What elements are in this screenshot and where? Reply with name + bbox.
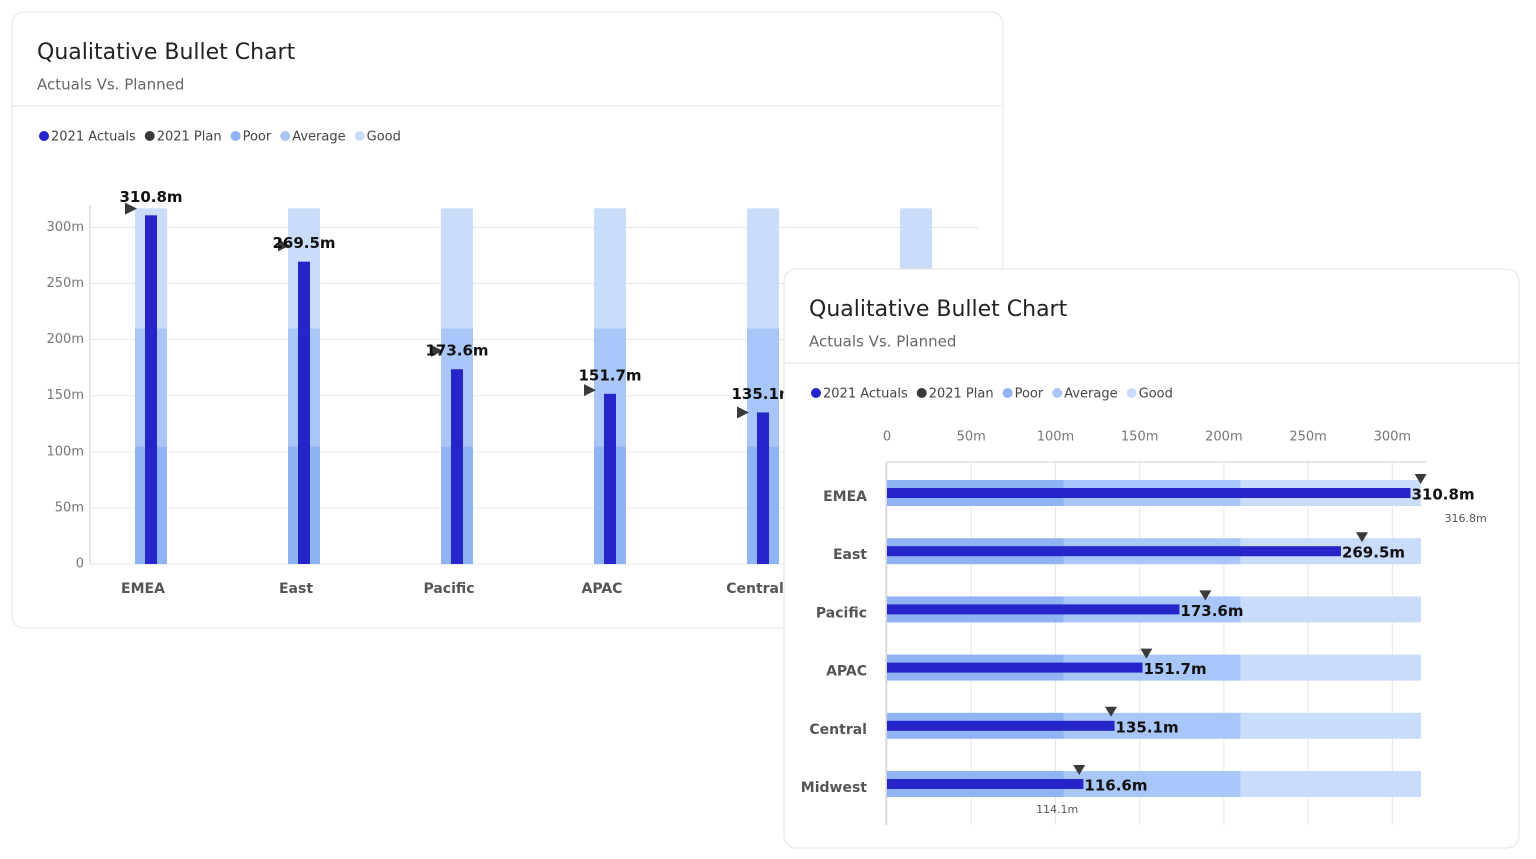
y-tick-label: Midwest (801, 780, 868, 796)
plan-marker (125, 202, 137, 215)
value-label: 151.7m (1144, 660, 1207, 678)
range-band (1063, 771, 1241, 797)
actual-bar (887, 720, 1115, 731)
value-label: 135.1m (731, 385, 794, 403)
x-tick-label: East (279, 581, 313, 597)
y-tick-label: EMEA (823, 489, 867, 505)
y-tick-label: 250m (47, 276, 84, 291)
legend-marker (230, 131, 241, 141)
legend-marker (354, 131, 365, 141)
legend-marker (39, 131, 49, 141)
legend-label: Average (1064, 387, 1117, 402)
value-label: 135.1m (1116, 718, 1179, 736)
actual-bar (298, 261, 310, 564)
plan-marker (1105, 706, 1118, 717)
x-tick-label: 250m (1289, 430, 1326, 445)
actual-bar (887, 488, 1411, 498)
x-tick-label: 200m (1205, 430, 1242, 445)
y-tick-label: 50m (55, 500, 84, 515)
x-tick-label: 0 (883, 430, 891, 445)
range-band (1240, 654, 1421, 681)
x-tick-label: EMEA (121, 581, 165, 597)
y-tick-label: APAC (826, 664, 867, 680)
value-label: 116.6m (1084, 777, 1147, 795)
y-tick-label: 150m (47, 388, 84, 403)
legend-label: Average (292, 130, 345, 145)
legend-label: Poor (1015, 387, 1044, 402)
actual-bar (451, 369, 463, 564)
value-label: 310.8m (119, 188, 182, 206)
y-tick-label: 100m (47, 444, 84, 459)
value-label: 173.6m (1180, 602, 1243, 620)
legend-label: 2021 Plan (929, 387, 994, 402)
plan-marker (584, 384, 596, 397)
range-band (1240, 712, 1421, 739)
actual-bar (887, 662, 1143, 673)
x-tick-label: Central (726, 581, 784, 597)
legend-marker (280, 131, 291, 141)
actual-bar (887, 546, 1341, 557)
plan-marker (431, 344, 443, 357)
plan-marker (737, 406, 749, 419)
y-tick-label: 300m (47, 220, 84, 235)
actual-bar (145, 215, 157, 565)
legend-label: 2021 Actuals (823, 387, 908, 402)
chart-subtitle: Actuals Vs. Planned (37, 76, 184, 94)
x-tick-label: APAC (582, 581, 623, 597)
actual-bar (757, 412, 769, 564)
legend-marker (1126, 388, 1137, 398)
actual-bar (887, 779, 1084, 789)
legend-marker (144, 131, 155, 141)
legend-marker (811, 388, 821, 398)
plan-marker (1073, 765, 1086, 775)
legend-label: Good (367, 130, 401, 145)
value-label: 310.8m (1412, 486, 1475, 504)
y-tick-label: 200m (47, 332, 84, 347)
legend-marker (1002, 388, 1013, 398)
plan-marker (1199, 590, 1212, 601)
plan-marker (278, 239, 290, 252)
value-label: 269.5m (272, 234, 335, 252)
plan-marker (1414, 474, 1427, 484)
legend-label: 2021 Plan (157, 130, 222, 145)
value-label: 151.7m (578, 366, 641, 384)
range-band (1240, 596, 1421, 623)
plan-marker (1355, 532, 1368, 543)
y-tick-label: Pacific (816, 605, 867, 621)
legend-label: Poor (243, 130, 272, 145)
actual-bar (887, 604, 1180, 615)
x-tick-label: 300m (1374, 430, 1411, 445)
legend-marker (916, 388, 927, 398)
x-tick-label: 50m (957, 430, 986, 445)
y-tick-label: 0 (76, 557, 84, 572)
legend-marker (1052, 388, 1063, 398)
range-band (1240, 771, 1421, 797)
actual-bar (604, 393, 616, 564)
legend-label: 2021 Actuals (51, 130, 136, 145)
chart-title: Qualitative Bullet Chart (37, 40, 296, 65)
legend-label: Good (1139, 387, 1173, 402)
range-band (441, 208, 473, 329)
y-tick-label: Central (809, 722, 867, 738)
range-band (747, 208, 779, 329)
plan-label: 114.1m (1036, 803, 1078, 816)
chart-subtitle: Actuals Vs. Planned (809, 333, 956, 351)
value-label: 173.6m (425, 342, 488, 360)
value-label: 269.5m (1342, 544, 1405, 562)
card: Qualitative Bullet Chart Actuals Vs. Plan… (783, 268, 1520, 849)
chart-title: Qualitative Bullet Chart (809, 297, 1068, 322)
plan-label: 316.8m (1445, 512, 1487, 525)
x-tick-label: Pacific (423, 581, 474, 597)
y-tick-label: East (833, 547, 867, 563)
x-tick-label: 100m (1037, 430, 1074, 445)
range-band (594, 208, 626, 329)
plan-marker (1140, 648, 1153, 659)
x-tick-label: 150m (1121, 430, 1158, 445)
